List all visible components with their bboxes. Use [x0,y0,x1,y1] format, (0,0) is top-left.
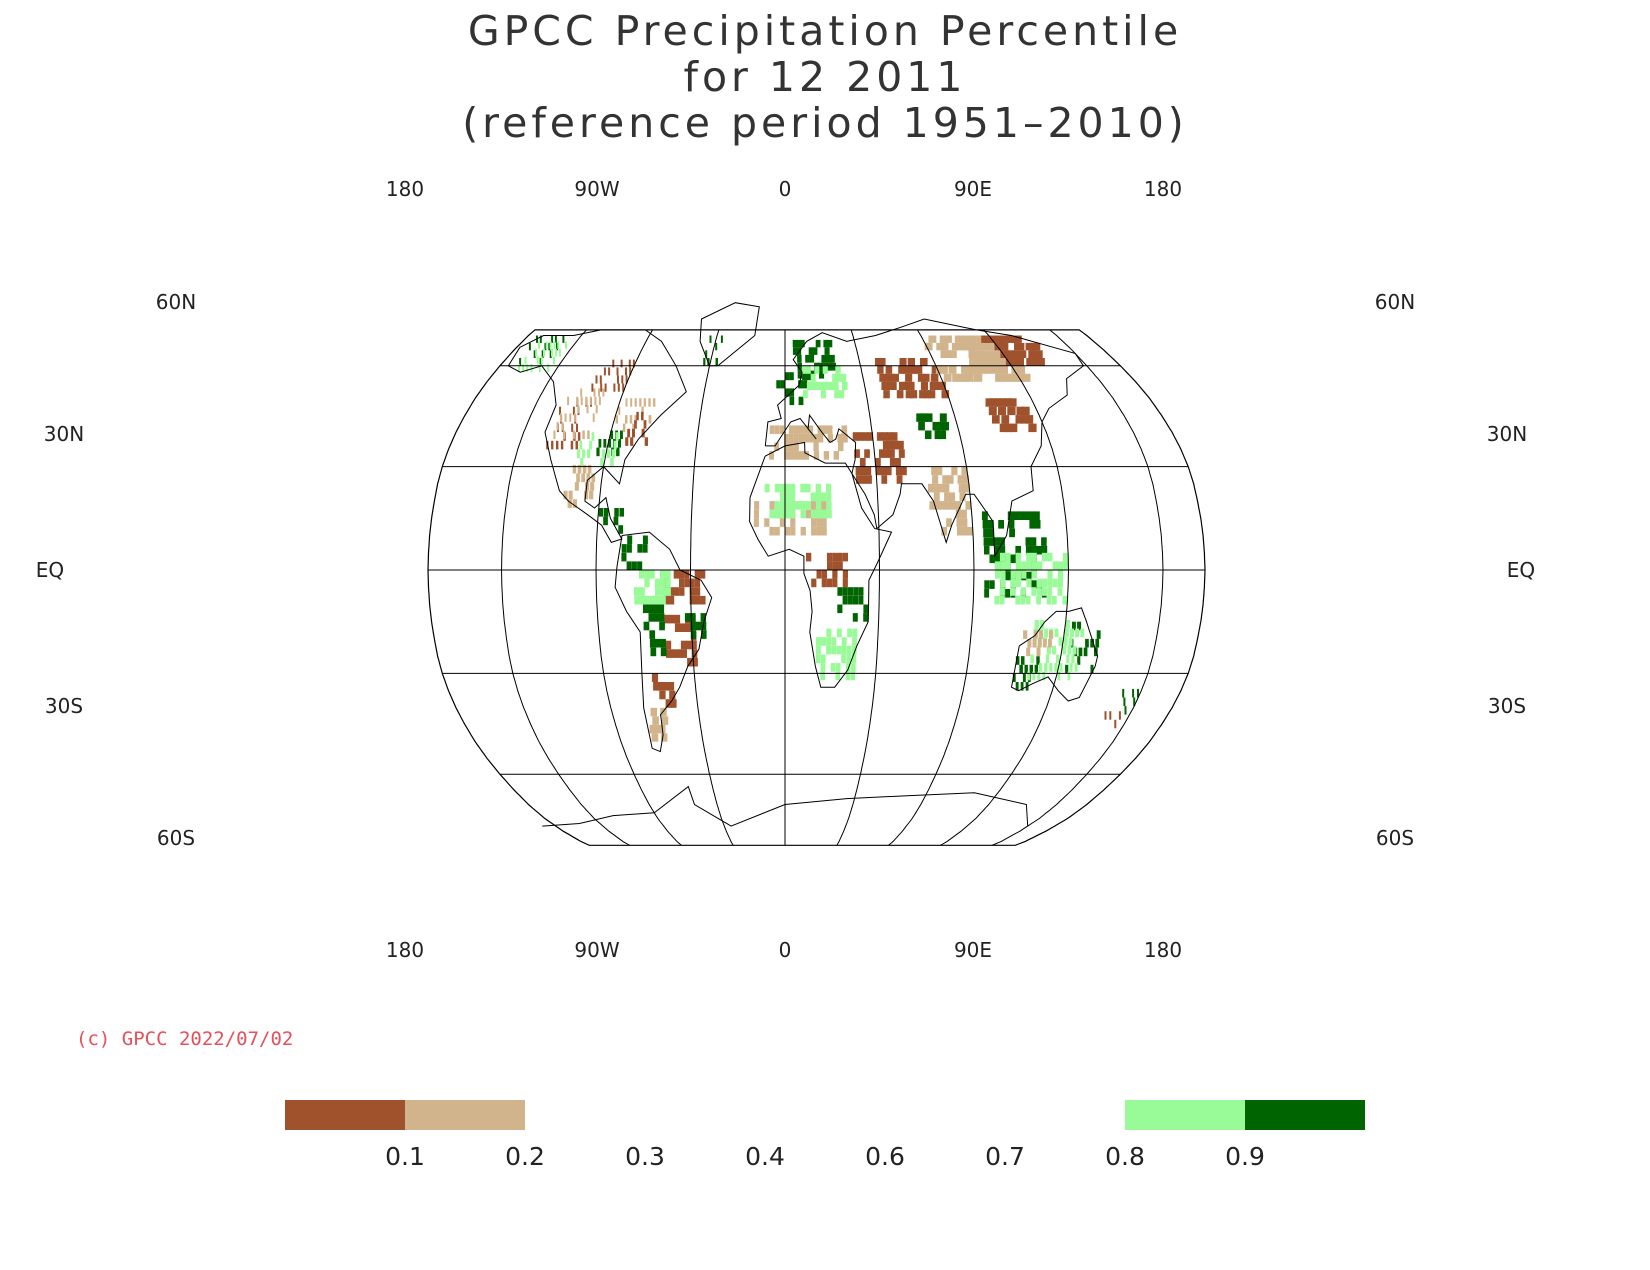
region-central-asia-wet [916,413,949,440]
meridian-line [888,329,975,846]
coastline-5 [542,785,1029,827]
region-mongolia-dry [985,398,1037,433]
region-mediterranean-tan [769,425,848,460]
lon-label-top: 180 [386,177,424,201]
color-legend: 0.1 0.2 0.3 0.4 0.6 0.7 0.8 0.9 [285,1100,1365,1171]
legend-tick-label: 0.2 [505,1142,545,1171]
region-southern-africa-light [815,628,858,681]
legend-tick-label: 0.6 [865,1142,905,1171]
meridian-line [992,329,1164,846]
lat-label-right: 30N [1487,422,1527,446]
lon-label-bottom: 180 [386,938,424,962]
region-argentina-dry [651,673,677,708]
region-amazon-light [634,570,671,605]
region-middle-east-dry [852,432,907,484]
lat-label-right: 60N [1375,290,1415,314]
coastline-2 [764,318,1085,558]
coastline-6 [699,302,760,367]
lat-label-left: 60N [156,290,196,314]
legend-swatch [1245,1100,1365,1130]
region-congo-dry [806,552,848,588]
region-bolivia-wet [642,604,667,657]
coastline-4 [1010,607,1099,702]
region-central-america-wet [598,508,624,534]
meridian-line [940,329,1070,846]
lon-label-top: 90E [954,177,992,201]
region-new-zealand-dry [1104,711,1121,729]
lon-label-top: 0 [779,177,792,201]
graticule [428,329,1205,846]
region-west-africa-light [764,483,832,519]
precipitation-pixels [518,335,1139,742]
region-russia-dry [875,358,950,399]
region-western-us-tan [553,388,605,440]
region-east-africa-wet [837,587,869,622]
meridian-line [500,329,630,846]
region-great-lakes-tan [615,398,656,433]
legend-swatch [285,1100,405,1130]
legend-tick-label: 0.1 [385,1142,425,1171]
region-western-europe-wet [776,372,812,406]
map-title: GPCC Precipitation Percentile for 12 201… [0,8,1650,146]
world-map: 180 90W 0 90E 180 180 90W 0 90E 180 60N 60N 30N 30N EQ… [36,177,1535,962]
legend-tick-label: 0.7 [985,1142,1025,1171]
lon-label-bottom: 90W [574,938,619,962]
legend-tick-label: 0.4 [745,1142,785,1171]
axis-labels: 180 90W 0 90E 180 180 90W 0 90E 180 60N 60N 30N 30N EQ… [36,177,1535,962]
lat-label-right: 60S [1376,826,1414,850]
region-australia-west-wet [1012,656,1040,691]
legend-tick-label: 0.9 [1225,1142,1265,1171]
region-alaska-light [518,341,567,373]
lat-label-left: 30S [45,694,83,718]
lat-label-left: EQ [36,558,64,582]
region-patagonia-tan [649,707,669,742]
coastline-0 [507,329,687,544]
region-europe-light [801,365,848,399]
copyright-credit: (c) GPCC 2022/07/02 [76,1028,294,1050]
meridian-line [690,329,734,846]
title-line-2: for 12 2011 [683,53,967,101]
lat-label-right: EQ [1507,558,1535,582]
meridian-line [836,329,880,846]
lon-label-top: 90W [574,177,619,201]
region-east-coast-dry [625,411,648,446]
lat-label-left: 60S [157,826,195,850]
region-siberia-east-dry [981,335,1045,366]
region-colombia-wet [621,535,648,570]
region-western-us-dry [546,398,592,450]
region-canada-dry [591,359,635,392]
region-central-us-light [577,432,619,467]
lat-label-right: 30S [1488,694,1526,718]
lon-label-bottom: 180 [1144,938,1182,962]
legend-tick-label: 0.8 [1105,1142,1145,1171]
legend-swatch [405,1100,525,1130]
lon-label-bottom: 90E [954,938,992,962]
lon-label-top: 180 [1144,177,1182,201]
title-line-1: GPCC Precipitation Percentile [467,7,1183,55]
region-new-zealand-wet [1122,688,1139,715]
title-line-3: (reference period 1951–2010) [462,99,1188,147]
meridian-line [595,329,682,846]
region-india-tan [928,466,974,536]
legend-tick-label: 0.3 [625,1142,665,1171]
legend-swatch [1125,1100,1245,1130]
lon-label-bottom: 0 [779,938,792,962]
region-scandinavia-wet [792,339,836,379]
lat-label-left: 30N [44,422,84,446]
coastline-3 [749,441,893,688]
region-indonesia-light [994,552,1069,605]
map-frame [427,329,1206,846]
